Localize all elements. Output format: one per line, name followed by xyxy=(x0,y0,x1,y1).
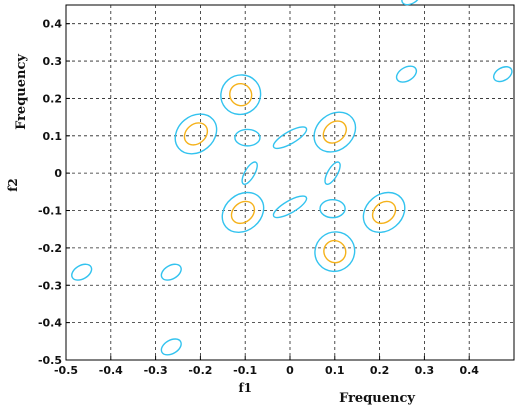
contour-inner xyxy=(183,122,209,146)
grid-lines xyxy=(66,5,514,360)
y-tick-label: -0.3 xyxy=(38,279,62,292)
y-tick-label: 0.1 xyxy=(43,130,63,143)
contour-inner xyxy=(323,239,347,264)
contour-inner xyxy=(322,120,347,144)
contour-outer xyxy=(160,338,182,356)
y-tick-label: -0.4 xyxy=(38,317,62,330)
contour-outer xyxy=(71,263,93,281)
contour-layer xyxy=(71,0,513,356)
contour-inner xyxy=(229,82,253,107)
x-axis-label-secondary: Frequency xyxy=(339,391,415,406)
contour-outer xyxy=(272,195,308,219)
contour-outer xyxy=(319,198,346,219)
x-tick-label: -0.5 xyxy=(54,364,78,377)
contour-outer xyxy=(241,161,258,185)
axis-ticks: -0.5 -0.4 -0.3 -0.2 -0.1 0 0.1 0.2 0.3 0.4 -0.5 -0.… xyxy=(38,18,479,377)
contour-outer xyxy=(234,128,261,147)
contour-inner xyxy=(230,200,256,225)
y-tick-label: -0.1 xyxy=(38,205,62,218)
x-tick-label: -0.3 xyxy=(144,364,168,377)
x-tick-label: 0 xyxy=(286,364,294,377)
contour-outer xyxy=(174,113,218,155)
contour-outer xyxy=(314,231,356,273)
contour-inner xyxy=(371,200,397,225)
contour-outer xyxy=(313,111,357,153)
contour-outer xyxy=(492,66,513,83)
contour-outer xyxy=(324,161,341,185)
y-tick-label: 0 xyxy=(54,167,62,180)
y-axis-label-secondary: Frequency xyxy=(14,54,29,130)
y-tick-label: -0.2 xyxy=(38,242,62,255)
x-tick-label: -0.2 xyxy=(188,364,212,377)
y-tick-label: 0.4 xyxy=(43,18,63,31)
x-tick-label: -0.4 xyxy=(99,364,123,377)
x-axis-label: f1 xyxy=(238,381,252,395)
x-tick-label: 0.4 xyxy=(459,364,479,377)
y-tick-label: 0.2 xyxy=(43,92,63,105)
x-tick-label: -0.1 xyxy=(233,364,257,377)
contour-outer xyxy=(401,0,421,6)
x-tick-label: 0.3 xyxy=(415,364,435,377)
contour-outer xyxy=(221,191,265,233)
contour-outer xyxy=(395,65,418,83)
x-tick-label: 0.1 xyxy=(325,364,345,377)
contour-outer xyxy=(160,263,182,281)
contour-outer xyxy=(272,126,308,150)
y-tick-label: -0.5 xyxy=(38,354,62,367)
x-tick-label: 0.2 xyxy=(370,364,390,377)
contour-outer xyxy=(362,191,406,233)
y-axis-label: f2 xyxy=(6,178,20,192)
contour-outer xyxy=(220,74,262,116)
y-tick-label: 0.3 xyxy=(43,55,63,68)
